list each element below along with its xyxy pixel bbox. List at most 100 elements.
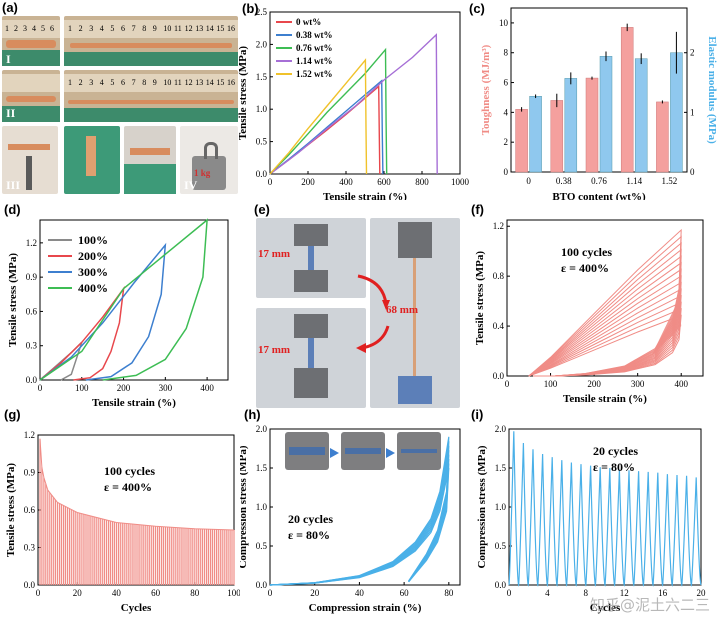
clamp-hand <box>64 52 238 66</box>
x-tick-label: 100 <box>75 383 89 393</box>
panel-label-b: (b) <box>242 1 259 16</box>
y-axis-label: Toughness (MJ/m³) <box>480 44 492 135</box>
ruler-number: 13 <box>195 24 204 33</box>
y-tick-label: 1.5 <box>256 72 268 82</box>
x-axis-label: Cycles <box>121 602 152 614</box>
y-tick-label: 4 <box>504 107 509 117</box>
cycle-line <box>508 431 702 587</box>
y-axis-label: Compression stress (MPa) <box>240 445 249 568</box>
legend-label: 400% <box>78 281 108 295</box>
chart-g: (g) 0 20 40 60 80 100 0.0 0.3 0.6 0.9 1.2 Cycles Tens… <box>4 407 240 614</box>
cycle-line <box>528 314 682 377</box>
ruler-number: 8 <box>142 78 147 87</box>
ruler-number: 5 <box>110 24 115 33</box>
roman-III: III <box>6 178 21 192</box>
clamp-hand <box>2 50 60 66</box>
ruler-number: 4 <box>99 24 104 33</box>
y-tick-label: 0 <box>504 167 509 177</box>
annotation: ε = 80% <box>593 460 635 474</box>
legend-label: 1.14 wt% <box>296 56 333 66</box>
bar-toughness <box>550 100 564 173</box>
chart-f: (f) 0 100 200 300 400 0.0 0.4 0.8 1.2 Tensile stra… <box>471 202 704 405</box>
cycle-line <box>269 467 450 586</box>
y-tick-label: 1.0 <box>256 104 268 114</box>
ruler-number: 1 <box>68 78 72 87</box>
x-tick-label: 8 <box>584 588 589 598</box>
x-tick-label: 0 <box>36 588 41 598</box>
legend-label: 1.52 wt% <box>296 69 333 79</box>
x-tick-label: 0 <box>507 588 512 598</box>
chart-h: (h) 0 20 40 60 80 0.0 0.5 1.0 1.5 2.0 Compression s… <box>240 407 461 614</box>
y-tick-label: 0.5 <box>256 137 268 147</box>
ruler-number: 10 <box>163 78 172 87</box>
panel-label-a: (a) <box>2 0 18 15</box>
x-tick-label: 40 <box>355 588 365 598</box>
y-tick-label: 10 <box>499 18 509 28</box>
ruler-number: 15 <box>216 24 225 33</box>
ruler-number: 6 <box>50 24 54 33</box>
x-tick-label: 0 <box>268 588 273 598</box>
chart-b: (b) 0 200 400 600 800 1000 0.0 0.5 1.0 1.5 2.0 2.5 Te… <box>238 1 470 200</box>
ruler-number: 1 <box>68 24 72 33</box>
y-tick-label: 0.5 <box>495 541 507 551</box>
x-tick-label: 200 <box>587 379 601 389</box>
y-tick-label: 2.0 <box>256 424 268 434</box>
x-tick-label: 1000 <box>451 177 470 187</box>
photo-compress-1 <box>285 432 329 470</box>
clamp-hand <box>64 108 238 122</box>
annotation: ε = 400% <box>104 480 152 494</box>
series-line <box>269 33 438 175</box>
y-tick-label: 1.0 <box>495 502 507 512</box>
y-axis-label: Tensile stress (MPa) <box>7 253 19 347</box>
x-tick-label: 0.38 <box>556 176 572 186</box>
clamp-bottom <box>294 368 328 398</box>
panel-label-f: (f) <box>471 202 484 217</box>
x-tick-label: 20 <box>310 588 320 598</box>
sample-strip <box>68 100 234 104</box>
x-axis-label: Tensile strain (%) <box>92 397 176 408</box>
y-tick-label: 0.3 <box>26 341 38 351</box>
series-line <box>39 285 125 381</box>
legend-label: 0.76 wt% <box>296 43 333 53</box>
annotation: 20 cycles <box>288 512 333 526</box>
weight-block <box>192 156 226 190</box>
ruler-number: 15 <box>216 78 225 87</box>
chart-c: (c) 0 2 4 6 8 10 0 1 2 0 0.38 0.76 1.14 1.52 BTO conten… <box>469 1 718 200</box>
x-tick-label: 0 <box>38 383 43 393</box>
ruler-number: 1 <box>5 24 9 33</box>
x-tick-label: 4 <box>545 588 550 598</box>
bar-toughness <box>585 77 599 173</box>
ruler-number: 6 <box>121 24 125 33</box>
y-tick-label: 1.2 <box>26 238 37 248</box>
ruler-number: 10 <box>163 24 172 33</box>
sample-strip <box>6 96 56 102</box>
specimen <box>308 338 314 368</box>
y-tick-label: 0.0 <box>495 580 507 590</box>
x-tick-label: 800 <box>415 177 429 187</box>
cycle-band <box>637 298 682 370</box>
y-axis-label: Tensile stress (MPa) <box>5 463 17 557</box>
sample-strip <box>70 43 232 48</box>
y-tick-label: 0.3 <box>24 543 36 553</box>
ruler-number: 9 <box>152 78 157 87</box>
roman-IV: IV <box>184 178 198 192</box>
ruler-number: 8 <box>142 24 147 33</box>
x-tick-label: 1.52 <box>662 176 678 186</box>
series-line <box>269 47 388 175</box>
ruler-number: 3 <box>89 24 94 33</box>
x-tick-label: 20 <box>697 588 707 598</box>
clamp-top <box>398 222 432 258</box>
photo-tensile-stretched <box>370 218 460 408</box>
chart-d: (d) 0 100 200 300 400 0.0 0.3 0.6 0.9 1.2 Tensile s… <box>4 202 229 408</box>
y2-tick-label: 0 <box>690 167 695 177</box>
cycle-peaks <box>39 438 235 585</box>
series-line <box>39 218 208 381</box>
annotation: 100 cycles <box>561 245 612 259</box>
x-tick-label: 300 <box>159 383 173 393</box>
photo-tensile-start <box>256 218 366 298</box>
series-line <box>269 58 368 175</box>
legend-label: 100% <box>78 233 108 247</box>
x-tick-label: 200 <box>301 177 315 187</box>
x-tick-label: 400 <box>339 177 353 187</box>
